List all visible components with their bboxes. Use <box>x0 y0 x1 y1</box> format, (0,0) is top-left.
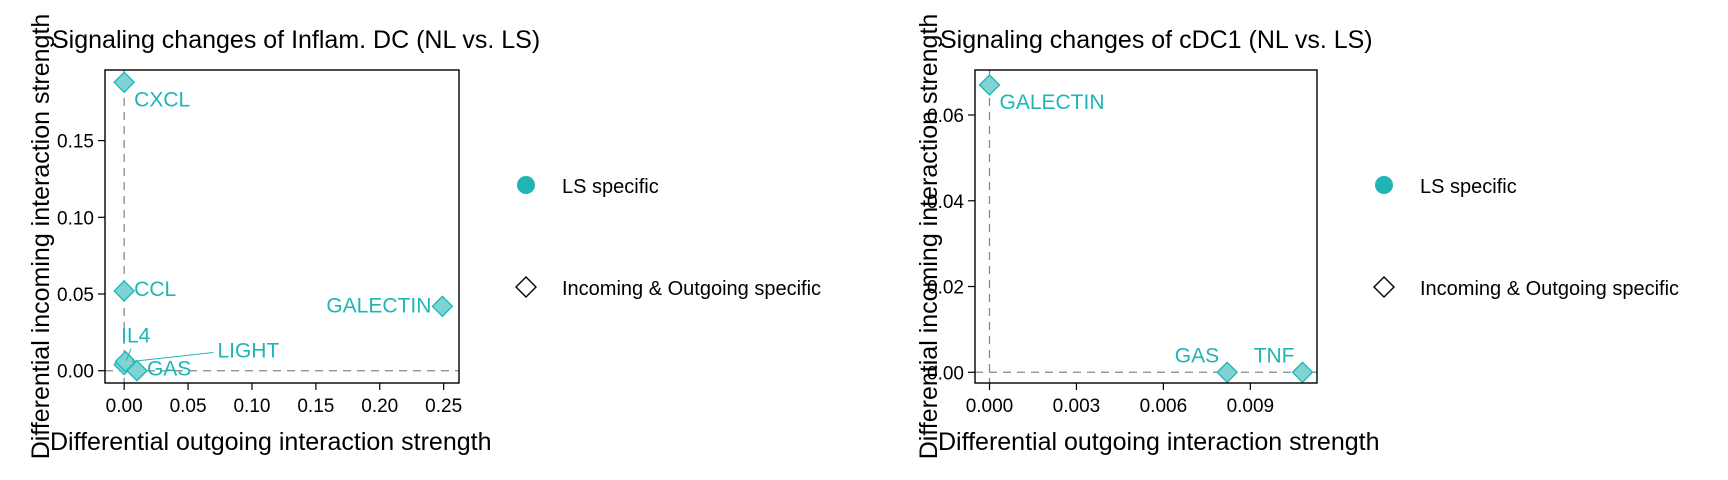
point-label: GAS <box>147 358 191 381</box>
point-label: TNF <box>1254 344 1295 367</box>
point-label: CCL <box>134 278 176 301</box>
label-leader <box>131 352 214 363</box>
data-point-gas <box>1216 361 1239 384</box>
x-tick-label: 0.15 <box>297 396 334 417</box>
data-point-ccl <box>113 280 136 302</box>
legend: LS specific Incoming & Outgoing specific <box>515 176 821 300</box>
x-tick-label: 0.006 <box>1140 396 1188 417</box>
y-tick-label: 0.06 <box>927 106 964 127</box>
legend-circle-icon <box>1375 176 1393 194</box>
legend-diamond-icon <box>1373 276 1395 298</box>
x-tick-label: 0.25 <box>425 396 462 417</box>
point-label: LIGHT <box>217 340 279 363</box>
y-tick-label: 0.02 <box>927 278 964 299</box>
chart-panel-1: Signaling changes of Inflam. DC (NL vs. … <box>27 14 821 460</box>
point-label: GALECTIN <box>326 294 431 317</box>
legend-item-ls-specific: LS specific <box>562 176 659 198</box>
point-label: GAS <box>1175 344 1219 367</box>
y-tick-label: 0.00 <box>57 362 94 383</box>
x-tick-label: 0.05 <box>170 396 207 417</box>
y-axis-label: Differential incoming interaction streng… <box>915 14 943 460</box>
y-tick-label: 0.15 <box>57 132 94 153</box>
plot-frame <box>104 69 460 384</box>
y-axis-label: Differential incoming interaction streng… <box>27 14 55 460</box>
point-label: GALECTIN <box>999 91 1104 114</box>
point-label: IL4 <box>121 325 151 348</box>
point-label: CXCL <box>134 88 190 111</box>
legend-circle-icon <box>517 176 535 194</box>
y-tick-label: 0.00 <box>927 363 964 384</box>
y-tick-label: 0.05 <box>57 285 94 306</box>
y-tick-label: 0.10 <box>57 208 94 229</box>
data-point-galectin <box>978 74 1001 96</box>
data-point-light <box>114 350 137 373</box>
plot-frame <box>974 69 1318 384</box>
x-tick-label: 0.20 <box>361 396 398 417</box>
chart-title: Signaling changes of cDC1 (NL vs. LS) <box>940 26 1373 54</box>
data-point-cxcl <box>113 71 136 94</box>
chart-title: Signaling changes of Inflam. DC (NL vs. … <box>52 26 540 54</box>
x-tick-label: 0.009 <box>1227 396 1275 417</box>
x-tick-label: 0.003 <box>1053 396 1101 417</box>
data-point-tnf <box>1291 361 1314 384</box>
x-tick-label: 0.00 <box>106 396 143 417</box>
legend-item-in-out-specific: Incoming & Outgoing specific <box>562 278 821 300</box>
x-tick-label: 0.10 <box>233 396 270 417</box>
x-axis-label: Differential outgoing interaction streng… <box>938 428 1379 456</box>
legend-item-in-out-specific: Incoming & Outgoing specific <box>1420 278 1679 300</box>
chart-panel-2: Signaling changes of cDC1 (NL vs. LS) 0.0… <box>915 14 1679 460</box>
data-point-galectin <box>431 295 454 318</box>
x-axis-label: Differential outgoing interaction streng… <box>50 428 491 456</box>
x-tick-label: 0.000 <box>966 396 1014 417</box>
legend-diamond-icon <box>515 276 537 298</box>
label-leader <box>125 348 132 361</box>
legend-item-ls-specific: LS specific <box>1420 176 1517 198</box>
y-tick-label: 0.04 <box>927 192 964 213</box>
legend: LS specific Incoming & Outgoing specific <box>1373 176 1679 300</box>
